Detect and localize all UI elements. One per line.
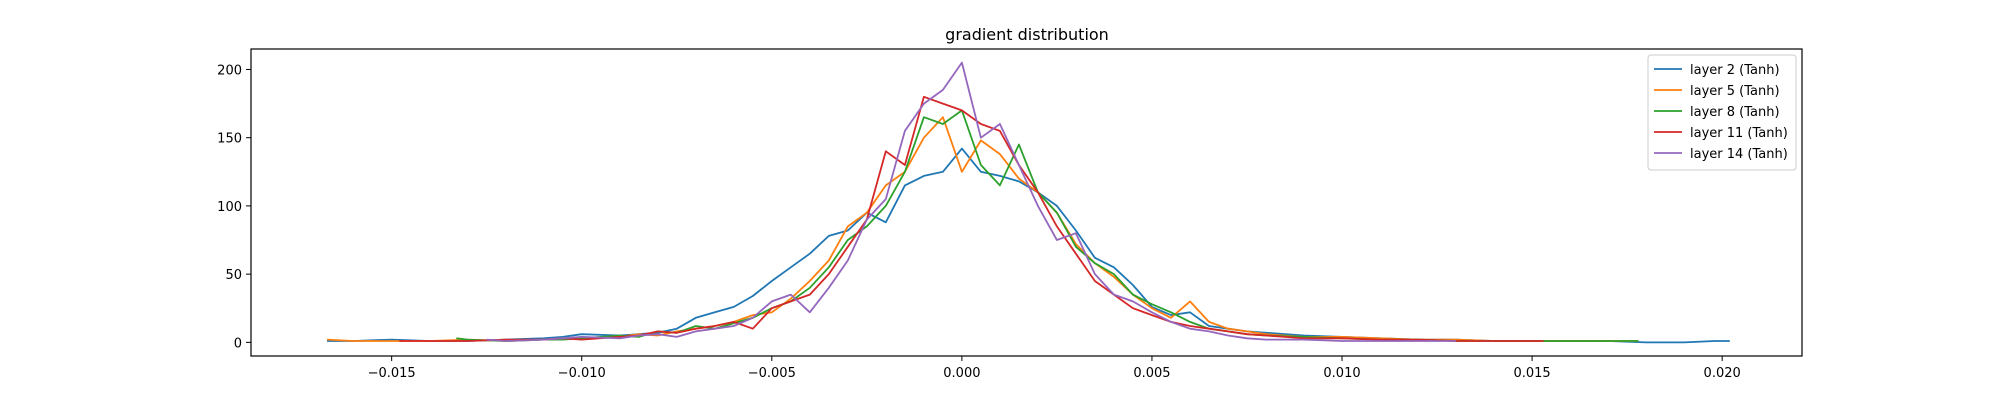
series-line-4 xyxy=(399,95,1544,342)
legend-label: layer 14 (Tanh) xyxy=(1690,147,1788,162)
y-tick-label: 100 xyxy=(217,200,242,215)
y-tick-label: 0 xyxy=(234,336,242,351)
plot-area xyxy=(326,61,1730,344)
x-tick-label: −0.005 xyxy=(748,366,796,381)
x-tick-label: 0.015 xyxy=(1513,366,1550,381)
y-tick-label: 200 xyxy=(217,63,242,78)
x-tick-label: 0.020 xyxy=(1704,366,1741,381)
x-tick-label: 0.000 xyxy=(943,366,980,381)
series-line-2 xyxy=(326,116,1639,342)
series-line-3 xyxy=(456,109,1639,342)
series-line-5 xyxy=(486,61,1457,342)
x-tick-label: 0.010 xyxy=(1323,366,1360,381)
plot-frame xyxy=(250,48,1803,357)
legend-label: layer 8 (Tanh) xyxy=(1690,105,1780,120)
legend-label: layer 2 (Tanh) xyxy=(1690,63,1780,78)
y-tick-label: 150 xyxy=(217,132,242,147)
y-tick-label: 50 xyxy=(225,268,242,283)
chart-title: gradient distribution xyxy=(945,25,1109,44)
legend-label: layer 5 (Tanh) xyxy=(1690,84,1780,99)
legend: layer 2 (Tanh) layer 5 (Tanh) layer 8 (Tan… xyxy=(1647,54,1797,171)
x-tick-label: −0.010 xyxy=(558,366,606,381)
legend-box xyxy=(1647,54,1797,171)
axes: −0.015 −0.010 −0.005 0.000 0.005 0.010 0.015 0.… xyxy=(217,63,1741,381)
x-tick-label: 0.005 xyxy=(1133,366,1170,381)
legend-label: layer 11 (Tanh) xyxy=(1690,126,1788,141)
x-tick-label: −0.015 xyxy=(368,366,416,381)
